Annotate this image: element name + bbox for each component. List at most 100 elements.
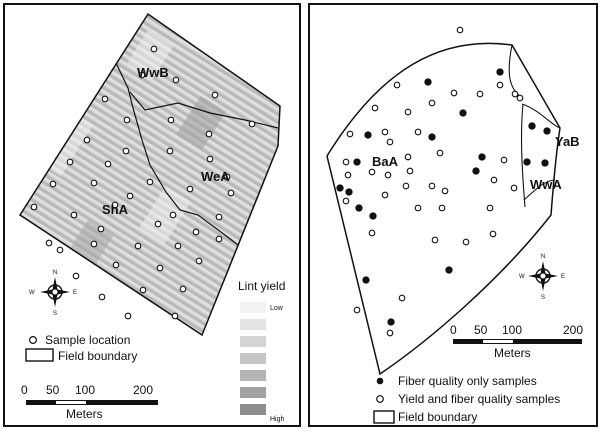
soil-label-yab: YaB (555, 134, 580, 149)
sample-location-point (90, 240, 98, 248)
sample-location-point (45, 239, 53, 247)
lint-yield-high: High (270, 416, 285, 423)
yield-fiber-sample-point (516, 94, 524, 102)
right-scale-bar: 0 50 100 200 Meters (450, 323, 583, 360)
fiber-only-sample-point (364, 131, 372, 139)
sample-location-point (150, 45, 158, 53)
svg-text:W: W (519, 274, 525, 280)
sample-location-point (169, 211, 177, 219)
yield-fiber-sample-point (496, 81, 504, 89)
sample-location-point (70, 211, 78, 219)
sample-location-point (206, 155, 214, 163)
sample-location-point (49, 180, 57, 188)
yield-fiber-sample-point (462, 238, 470, 246)
sample-location-point (122, 147, 130, 155)
sample-location-point (154, 220, 162, 228)
right-legend: Fiber quality only samples Yield and fib… (373, 374, 560, 424)
field-boundary (18, 12, 281, 337)
sample-location-point (223, 173, 231, 181)
lint-yield-swatch (240, 387, 266, 398)
yield-fiber-sample-point (456, 26, 464, 34)
sample-location-point (111, 201, 119, 209)
lint-yield-low: Low (270, 305, 284, 312)
yield-fiber-sample-point (381, 191, 389, 199)
soil-boundary (523, 179, 556, 201)
yield-fiber-sample-point (368, 229, 376, 237)
sample-location-point (174, 242, 182, 250)
fiber-only-sample-point (528, 122, 536, 130)
legend-yield-fiber: Yield and fiber quality samples (398, 392, 560, 406)
yield-fiber-sample-point (353, 306, 361, 314)
fiber-only-sample-point (496, 68, 504, 76)
lint-yield-swatch (240, 353, 266, 364)
yield-fiber-sample-point (344, 171, 352, 179)
svg-text:E: E (561, 274, 565, 280)
fiber-only-sample-point (362, 276, 370, 284)
legend-field-boundary: Field boundary (398, 410, 477, 424)
sample-location-point (124, 312, 132, 320)
sample-location-point (211, 91, 219, 99)
svg-text:200: 200 (563, 323, 583, 337)
yield-fiber-sample-point (476, 90, 484, 98)
yield-fiber-sample-point (441, 187, 449, 195)
yield-fiber-sample-point (510, 184, 518, 192)
sample-location-point (90, 179, 98, 187)
sample-location-point (66, 158, 74, 166)
yield-fiber-sample-point (342, 158, 350, 166)
svg-text:Meters: Meters (494, 346, 531, 360)
fiber-only-sample-point (336, 184, 344, 192)
svg-text:50: 50 (474, 323, 488, 337)
soil-label-wea: WeA (201, 169, 230, 184)
sample-location-point (215, 235, 223, 243)
fiber-only-sample-point (345, 188, 353, 196)
sample-location-point (156, 264, 164, 272)
yield-fiber-sample-point (490, 176, 498, 184)
fiber-only-sample-point (445, 266, 453, 274)
svg-text:W: W (29, 290, 35, 296)
right-sample-points (336, 26, 551, 337)
sample-location-point (166, 147, 174, 155)
sample-location-icon (29, 336, 38, 345)
fiber-only-sample-point (478, 153, 486, 161)
yield-fiber-sample-point (386, 329, 394, 337)
svg-text:S: S (541, 295, 545, 301)
sample-location-point (83, 136, 91, 144)
lint-yield-swatch (240, 404, 266, 415)
legend-field-boundary: Field boundary (58, 349, 137, 363)
yield-fiber-sample-point (500, 156, 508, 164)
fiber-only-sample-point (543, 127, 551, 135)
lint-yield-swatch (240, 319, 266, 330)
sample-location-point (205, 130, 213, 138)
soil-label-baa: BaA (372, 154, 399, 169)
sample-location-point (97, 225, 105, 233)
left-legend: Sample location Field boundary (25, 333, 137, 363)
sample-location-point (126, 192, 134, 200)
svg-text:S: S (53, 311, 57, 317)
sample-location-point (123, 116, 131, 124)
sample-location-point (112, 261, 120, 269)
yield-fiber-sample-point (402, 182, 410, 190)
yield-fiber-sample-point (386, 138, 394, 146)
fiber-only-sample-point (369, 212, 377, 220)
sample-location-point (167, 116, 175, 124)
yield-fiber-sample-point (342, 197, 350, 205)
svg-text:100: 100 (75, 383, 95, 397)
fiber-only-sample-point (353, 158, 361, 166)
svg-text:0: 0 (450, 323, 457, 337)
sample-location-point (101, 95, 109, 103)
sample-location-point (186, 185, 194, 193)
yield-fiber-sample-point (486, 204, 494, 212)
svg-text:200: 200 (133, 383, 153, 397)
yield-fiber-sample-point (371, 104, 379, 112)
fiber-only-sample-point (424, 78, 432, 86)
yield-fiber-sample-point (346, 130, 354, 138)
sample-location-point (139, 286, 147, 294)
legend-fiber-only: Fiber quality only samples (398, 374, 537, 388)
soil-boundary (520, 103, 526, 208)
sample-location-point (171, 312, 179, 320)
lint-yield-legend: Lint yield Low High (238, 279, 285, 423)
yield-fiber-sample-point (404, 108, 412, 116)
legend-sample-location: Sample location (45, 333, 130, 347)
sample-location-point (30, 203, 38, 211)
yield-fiber-sample-point (384, 171, 392, 179)
